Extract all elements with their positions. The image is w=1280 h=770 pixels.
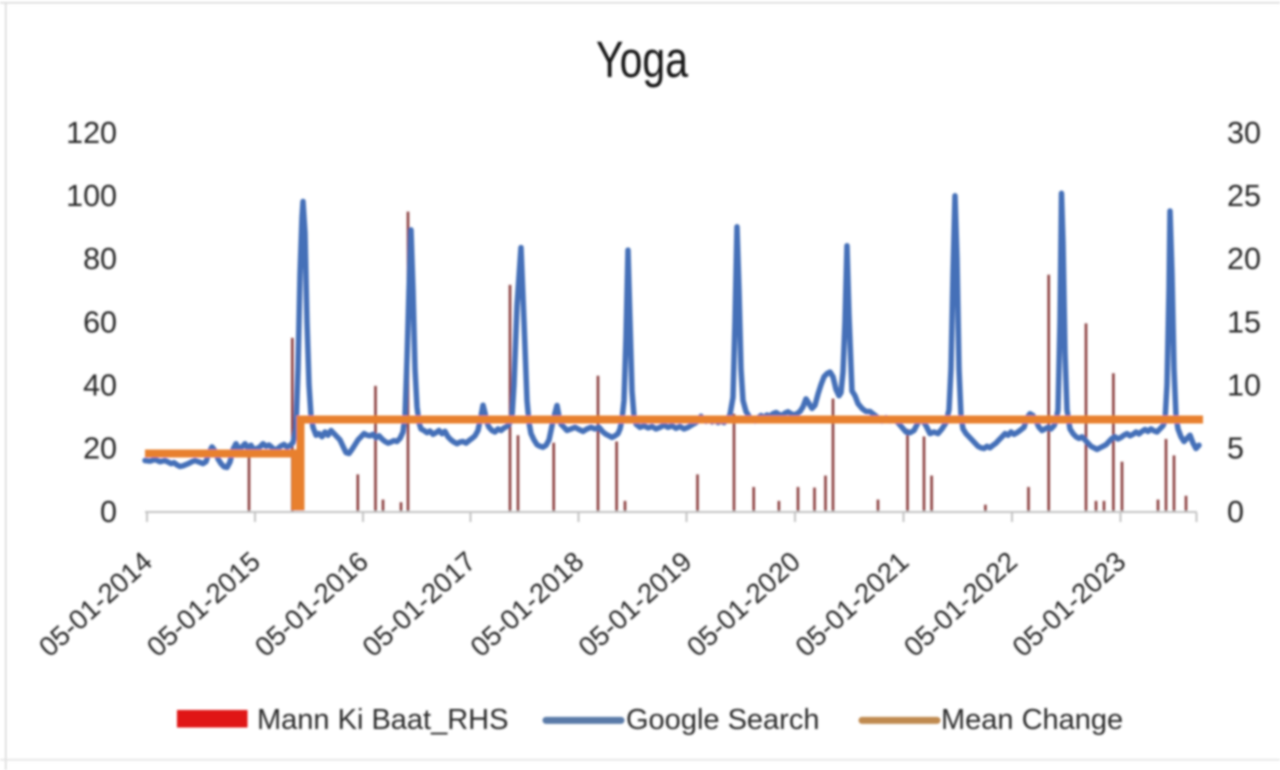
- svg-text:20: 20: [1227, 242, 1261, 276]
- svg-text:5: 5: [1227, 432, 1244, 466]
- svg-text:Google Search: Google Search: [626, 704, 819, 736]
- svg-text:10: 10: [1227, 369, 1261, 403]
- svg-text:20: 20: [83, 432, 117, 466]
- svg-text:Mean Change: Mean Change: [941, 704, 1123, 736]
- svg-text:Mann Ki Baat_RHS: Mann Ki Baat_RHS: [257, 704, 508, 736]
- svg-text:80: 80: [83, 242, 117, 276]
- svg-text:0: 0: [100, 495, 117, 529]
- svg-text:0: 0: [1227, 495, 1244, 529]
- svg-text:15: 15: [1227, 305, 1261, 339]
- svg-text:60: 60: [83, 305, 117, 339]
- svg-text:25: 25: [1227, 179, 1261, 213]
- svg-text:40: 40: [83, 369, 117, 403]
- svg-text:30: 30: [1227, 116, 1261, 150]
- svg-text:100: 100: [66, 179, 117, 213]
- svg-text:Yoga: Yoga: [596, 31, 689, 88]
- svg-text:120: 120: [66, 116, 117, 150]
